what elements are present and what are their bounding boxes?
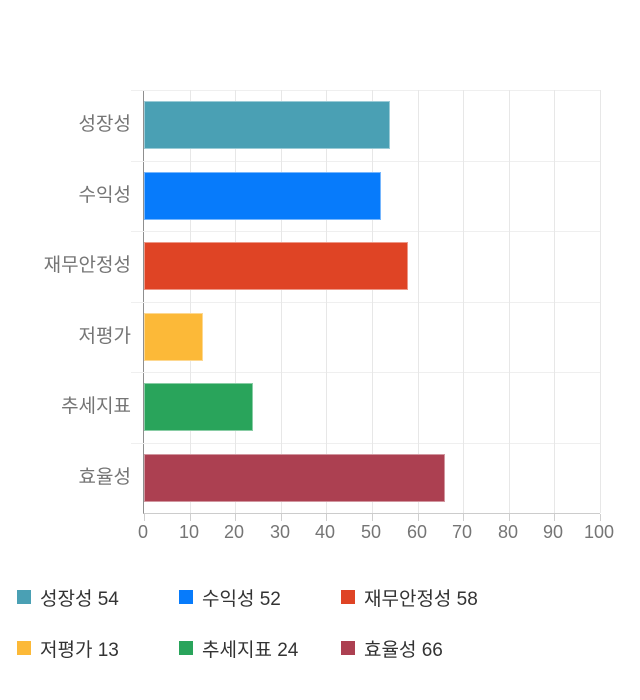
axis-tick [144,514,145,521]
row-gridline [131,231,600,232]
x-tick-label: 80 [497,522,519,542]
gridline [326,90,327,513]
gridline [281,90,282,513]
axis-tick [509,514,510,521]
row-gridline [131,372,600,373]
category-label: 성장성 [78,114,131,135]
x-tick-label: 30 [269,522,291,542]
category-label: 추세지표 [61,396,131,417]
x-tick-label: 60 [406,522,428,542]
x-tick-label: 50 [360,522,382,542]
legend-swatch-icon [341,590,355,604]
bar-4 [144,313,203,361]
legend-item: 수익성 52 [179,586,281,610]
x-tick-label: 10 [178,522,200,542]
axis-tick [418,514,419,521]
legend-item: 효율성 66 [341,637,443,661]
plot-area [131,90,601,521]
x-tick-label: 70 [451,522,473,542]
category-label: 재무안정성 [43,255,131,276]
legend-label: 재무안정성 58 [364,588,478,610]
legend-item: 저평가 13 [17,637,119,661]
legend-item: 성장성 54 [17,586,119,610]
axis-tick [554,514,555,521]
bar-3 [144,242,408,290]
category-label: 저평가 [78,326,131,347]
bar-2 [144,172,381,220]
gridline [600,90,601,513]
bar-6 [144,454,445,502]
legend-label: 성장성 54 [40,588,119,610]
axis-tick [235,514,236,521]
legend-label: 효율성 66 [364,639,443,661]
legend-label: 수익성 52 [202,588,281,610]
x-tick-label: 40 [314,522,336,542]
legend-swatch-icon [179,590,193,604]
legend-label: 추세지표 24 [202,639,299,661]
gridline [554,90,555,513]
bar-5 [144,383,253,431]
legend-swatch-icon [17,590,31,604]
row-gridline [131,302,600,303]
legend-swatch-icon [341,641,355,655]
category-label: 효율성 [78,467,131,488]
gridline [372,90,373,513]
gridline [509,90,510,513]
x-tick-label: 0 [137,522,148,542]
row-gridline [131,161,600,162]
category-label: 수익성 [78,185,131,206]
gridline [190,90,191,513]
gridline [235,90,236,513]
axis-tick [463,514,464,521]
gridline [418,90,419,513]
legend-item: 추세지표 24 [179,637,299,661]
axis-tick [326,514,327,521]
bar-1 [144,101,390,149]
axis-tick [190,514,191,521]
row-gridline [131,90,600,91]
gridline [463,90,464,513]
axis-tick [600,514,601,521]
axis-tick [281,514,282,521]
x-tick-label: 90 [542,522,564,542]
legend-item: 재무안정성 58 [341,586,478,610]
legend-swatch-icon [179,641,193,655]
x-tick-label: 100 [583,522,615,542]
legend-swatch-icon [17,641,31,655]
x-tick-label: 20 [223,522,245,542]
row-gridline [131,443,600,444]
axis-tick [372,514,373,521]
legend-label: 저평가 13 [40,639,119,661]
